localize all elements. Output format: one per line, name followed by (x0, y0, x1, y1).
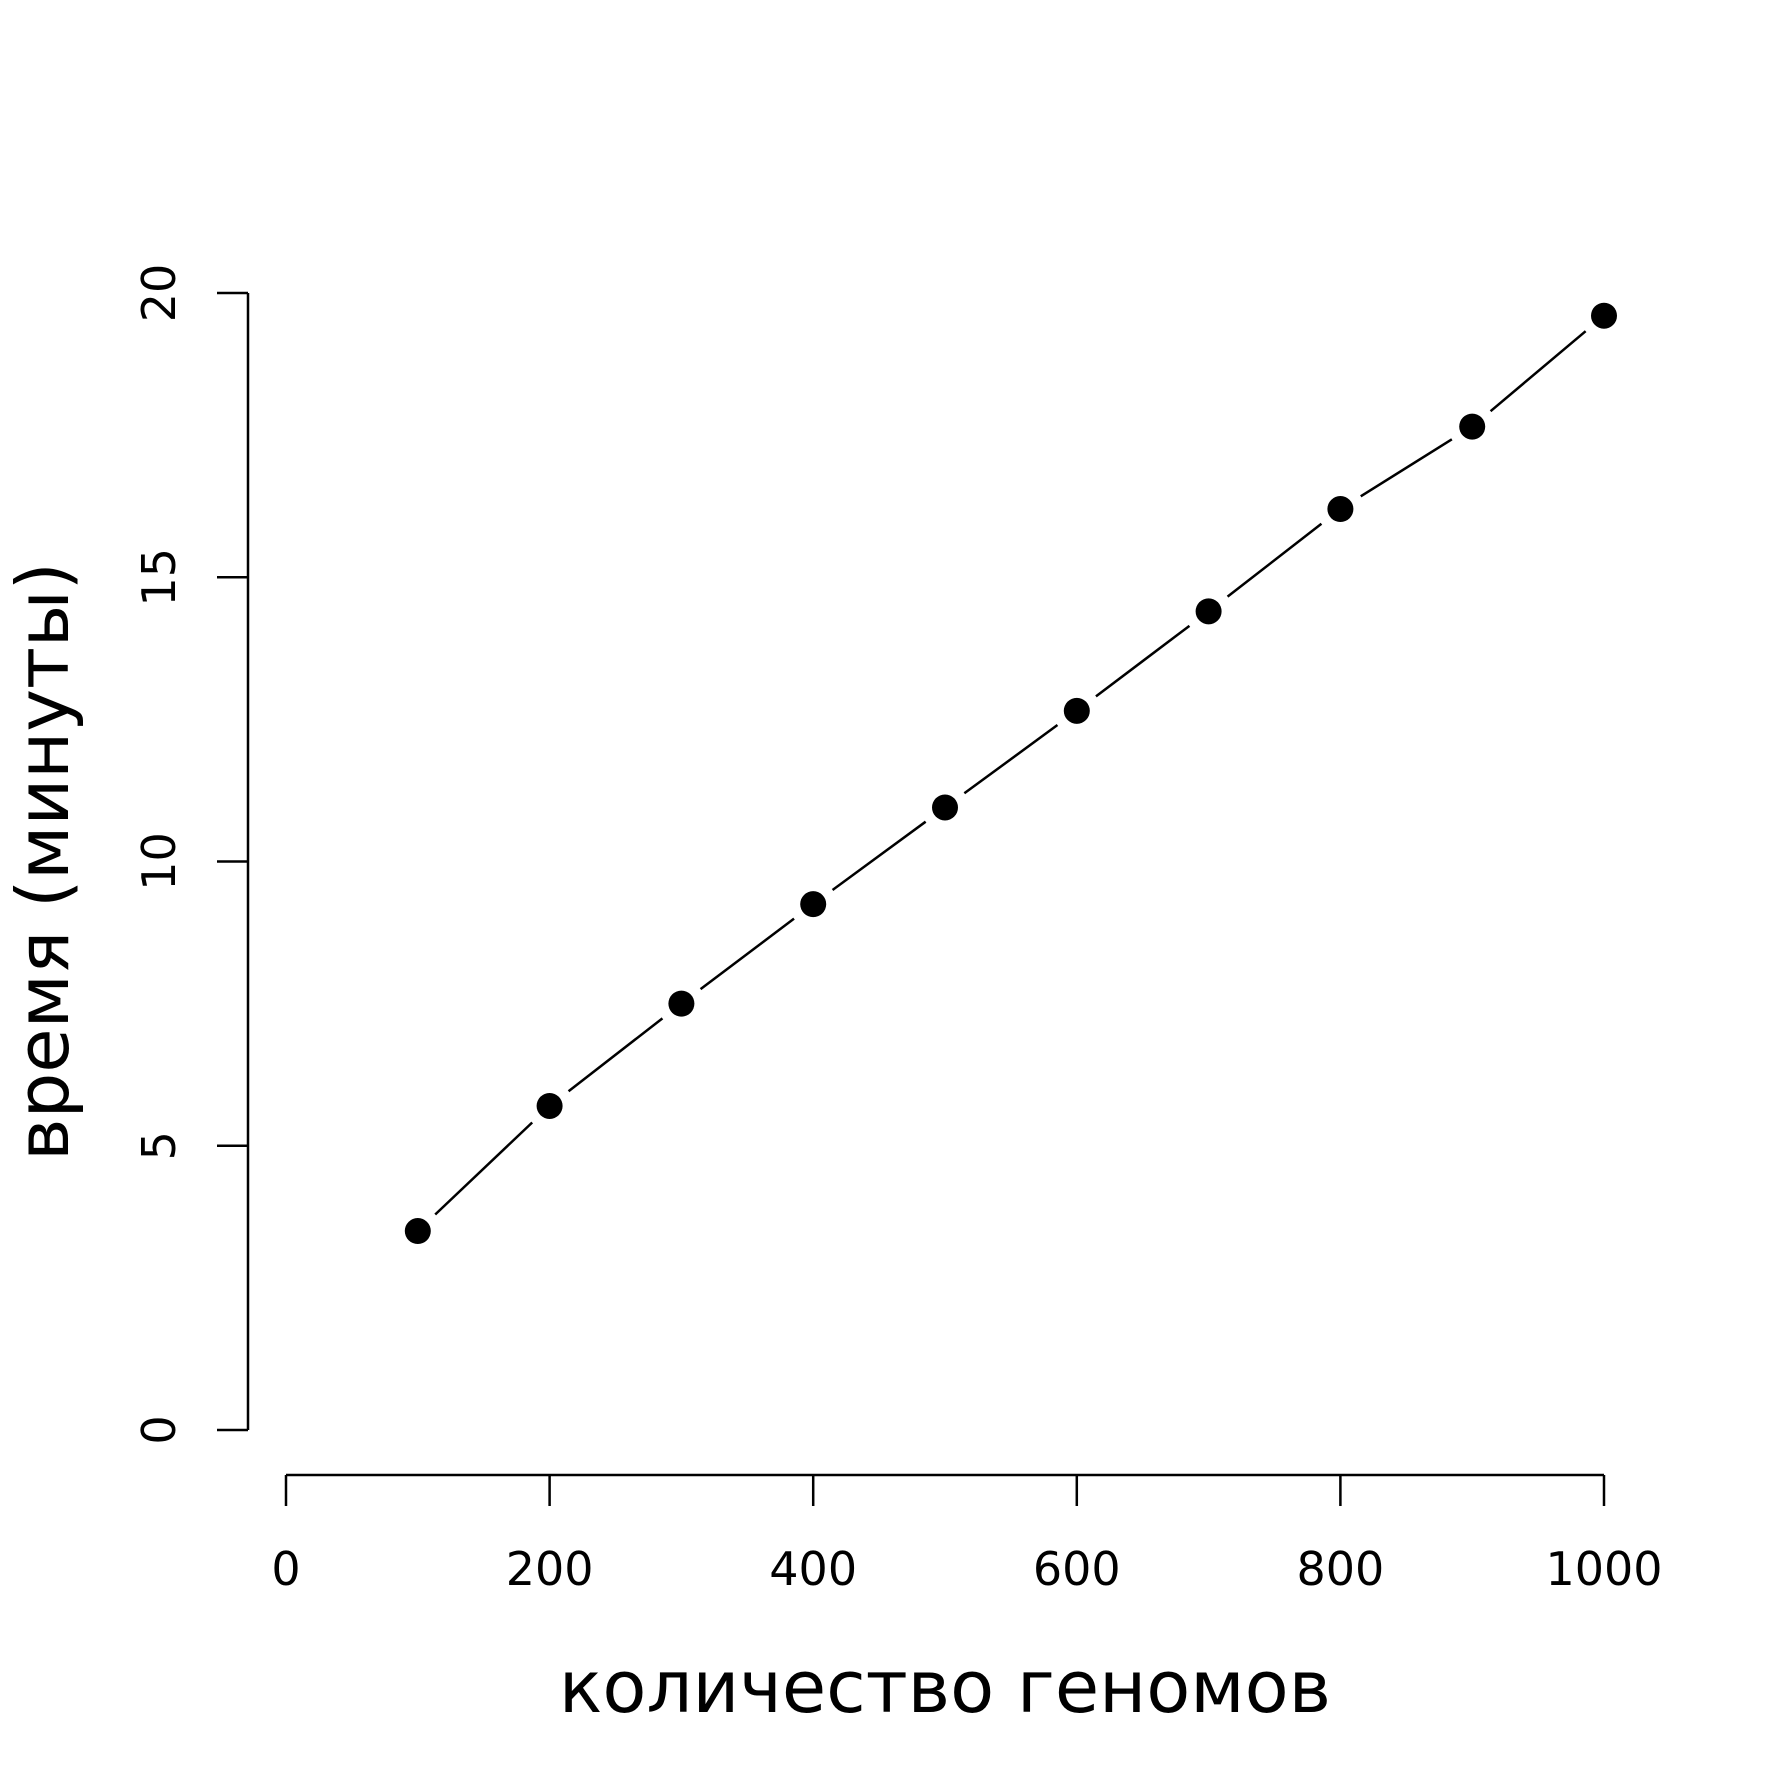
line-segment (963, 724, 1059, 795)
data-point (932, 794, 958, 821)
y-tick-label: 15 (132, 548, 186, 607)
x-tick-label: 800 (1296, 1542, 1384, 1596)
y-tick-label: 10 (132, 832, 186, 891)
data-point (1459, 413, 1486, 440)
data-point (668, 990, 695, 1017)
series-line (434, 330, 1587, 1216)
line-segment (1095, 624, 1191, 698)
line-segment (1226, 522, 1323, 598)
data-point (1591, 302, 1617, 329)
line-segment (699, 917, 795, 991)
y-tick-label: 0 (132, 1415, 186, 1444)
y-axis-title: время (минуты) (1, 562, 85, 1161)
line-segment (831, 820, 927, 891)
x-axis-title: количество геномов (559, 1645, 1331, 1729)
data-point (800, 891, 827, 918)
x-tick-label: 200 (506, 1542, 594, 1596)
data-point (1327, 496, 1354, 523)
data-point (536, 1092, 563, 1119)
x-tick-label: 600 (1033, 1542, 1121, 1596)
line-segment (1360, 438, 1453, 498)
data-point (1195, 598, 1222, 625)
series-points (404, 302, 1617, 1245)
x-tick-label: 0 (271, 1542, 300, 1596)
y-tick-label: 5 (132, 1131, 186, 1160)
x-tick-label: 1000 (1545, 1542, 1662, 1596)
x-ticks: 0 200 400 600 800 1000 (271, 1475, 1663, 1596)
line-segment (567, 1017, 664, 1093)
line-segment (434, 1121, 534, 1216)
data-point (1063, 697, 1090, 724)
data-point (404, 1218, 431, 1245)
x-tick-label: 400 (769, 1542, 857, 1596)
line-segment (1489, 330, 1587, 413)
y-tick-label: 20 (132, 264, 186, 323)
y-ticks: 0 5 10 15 20 (132, 264, 248, 1445)
